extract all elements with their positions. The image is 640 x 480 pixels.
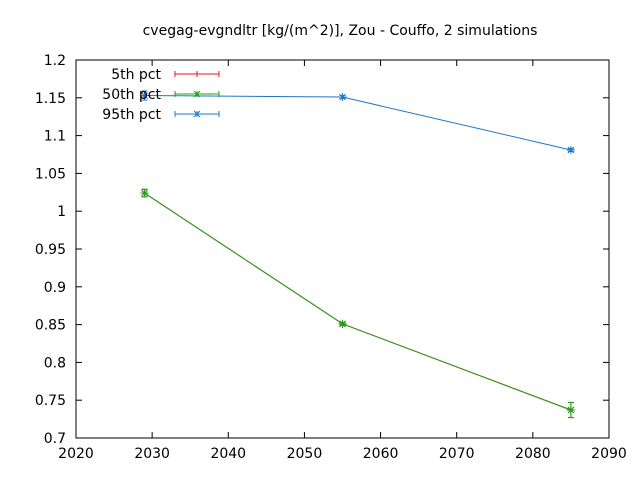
legend-item-1: 50th pct <box>102 87 220 103</box>
series-layer <box>140 90 575 419</box>
data-point <box>140 189 149 198</box>
y-tick-label: 1.15 <box>35 91 66 107</box>
x-tick-label: 2070 <box>439 446 475 462</box>
y-tick-label: 0.8 <box>44 355 66 371</box>
series-2 <box>140 90 575 154</box>
series-line <box>144 192 572 411</box>
data-point <box>338 319 347 328</box>
legend-label: 50th pct <box>102 87 161 103</box>
x-tick-label: 2020 <box>58 446 94 462</box>
series-1 <box>140 188 575 419</box>
series-line <box>144 192 572 411</box>
y-tick-label: 0.9 <box>44 280 66 296</box>
marker-d2 <box>339 93 346 101</box>
marker-d2 <box>567 146 575 154</box>
series-line <box>144 95 572 151</box>
y-tick-label: 0.95 <box>35 242 66 258</box>
legend-item-2: 95th pct <box>102 107 220 123</box>
x-tick-label: 2040 <box>210 446 246 462</box>
y-tick-label: 0.7 <box>44 431 66 447</box>
y-tick-label: 0.85 <box>35 318 66 334</box>
y-tick-label: 0.75 <box>35 393 66 409</box>
y-tick-label: 1.1 <box>44 129 66 145</box>
legend-label: 5th pct <box>111 67 161 83</box>
data-point <box>140 91 149 100</box>
marker-d2 <box>339 320 346 328</box>
marker-d2 <box>141 92 148 99</box>
plot-axes: 2020 2030 2040 2050 2060 2070 2080 2090 0.7 0.75 0… <box>35 53 627 462</box>
marker-d2 <box>567 406 575 414</box>
x-tick-label: 2090 <box>591 446 627 462</box>
y-tick-label: 1.05 <box>35 166 66 182</box>
marker-d2 <box>141 189 148 197</box>
series-0 <box>140 188 575 419</box>
data-point <box>566 145 575 154</box>
x-tick-label: 2030 <box>134 446 170 462</box>
y-tick-label: 1.2 <box>44 53 66 69</box>
legend-item-0: 5th pct <box>111 67 220 83</box>
legend: 5th pct 50th pct 95th pct <box>102 67 220 123</box>
y-tick-label: 1 <box>57 204 66 220</box>
legend-label: 95th pct <box>102 107 161 123</box>
data-point <box>566 406 575 415</box>
x-tick-label: 2080 <box>515 446 551 462</box>
chart-title: cvegag-evgndltr [kg/(m^2)], Zou - Couffo… <box>143 23 538 39</box>
data-point <box>338 93 347 102</box>
x-tick-label: 2060 <box>363 446 399 462</box>
x-tick-label: 2050 <box>287 446 323 462</box>
